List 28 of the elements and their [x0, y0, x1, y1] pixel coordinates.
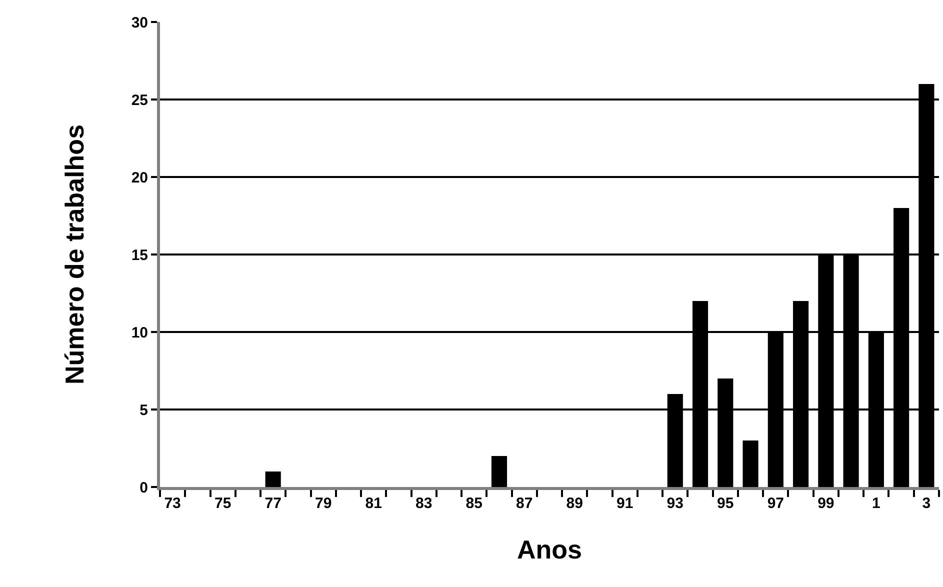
bar	[742, 440, 758, 487]
y-tick-label: 20	[131, 169, 148, 186]
x-tick-label: 75	[214, 495, 232, 512]
x-tick-label: 95	[717, 495, 734, 512]
x-tick-label: 91	[616, 495, 634, 512]
x-tick-label: 85	[466, 495, 482, 512]
y-tick-label: 5	[140, 402, 148, 419]
x-tick-label: 3	[922, 495, 931, 512]
x-tick-label: 99	[818, 495, 834, 512]
x-tick-label: 87	[516, 495, 533, 512]
x-tick-label: 93	[666, 495, 684, 512]
x-tick-label: 77	[264, 495, 282, 512]
y-tick-label: 30	[131, 14, 148, 32]
x-tick-label: 97	[767, 495, 784, 512]
y-tick-label: 25	[131, 92, 148, 109]
y-tick-label: 15	[131, 246, 148, 264]
x-tick-label: 89	[566, 495, 583, 512]
bar	[491, 456, 508, 487]
x-axis-title: Anos	[517, 534, 582, 565]
y-tick-label: 10	[131, 324, 148, 342]
x-tick-label: 73	[164, 495, 181, 512]
x-tick-label: 81	[365, 495, 382, 512]
bar	[265, 472, 281, 487]
y-axis-title: Número de trabalhos	[60, 124, 90, 385]
x-tick-label: 83	[416, 495, 432, 512]
x-tick-label: 1	[872, 495, 880, 512]
y-tick-label: 0	[140, 479, 148, 496]
x-tick-label: 79	[314, 495, 332, 512]
